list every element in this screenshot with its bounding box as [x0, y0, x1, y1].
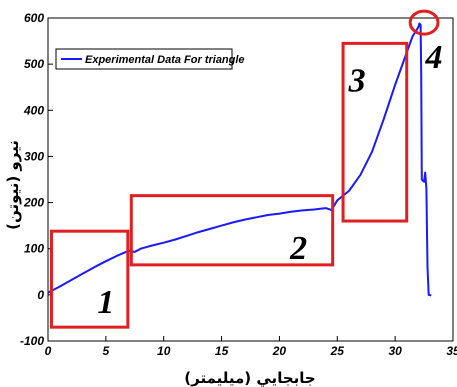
- y-tick-label: 200: [23, 196, 44, 210]
- y-tick-label: 600: [24, 11, 44, 25]
- annotation-box-1: [49, 229, 130, 329]
- annotation-label-3: 3: [348, 62, 366, 99]
- y-tick-label: 400: [23, 103, 44, 117]
- y-tick-label: -100: [20, 334, 44, 348]
- plot-area: [47, 17, 454, 342]
- x-axis-title: جابجايي (ميليمتر): [184, 369, 315, 387]
- legend: Experimental Data For triangle: [55, 48, 245, 70]
- x-tick-label: 15: [215, 344, 229, 358]
- annotation-label-1: 1: [97, 284, 114, 321]
- annotation-box-3: [341, 41, 409, 223]
- x-tick-label: 5: [103, 344, 110, 358]
- y-tick-label: 0: [37, 288, 44, 302]
- annotation-label-4: 4: [424, 39, 442, 76]
- series-line-experimental-data: [47, 22, 432, 297]
- x-tick-label: 35: [446, 344, 457, 358]
- annotation-boxes: 1 2 3 4: [49, 9, 442, 329]
- legend-label: Experimental Data For triangle: [85, 54, 245, 66]
- legend-box: [55, 48, 233, 70]
- x-tick-label: 25: [330, 344, 345, 358]
- annotation-label-2: 2: [289, 230, 307, 267]
- y-tick-label: 500: [24, 57, 44, 71]
- y-tick-label: 300: [24, 149, 44, 163]
- annotation-circle-4: [408, 9, 440, 36]
- y-tick-label: 100: [24, 242, 44, 256]
- y-axis-title: نيرو (نيوتن): [4, 140, 22, 230]
- x-tick-label: 0: [45, 344, 52, 358]
- x-tick-label: 30: [388, 344, 402, 358]
- x-tick-label: 10: [157, 344, 171, 358]
- x-tick-label: 20: [272, 344, 287, 358]
- annotation-box-2: [129, 194, 335, 267]
